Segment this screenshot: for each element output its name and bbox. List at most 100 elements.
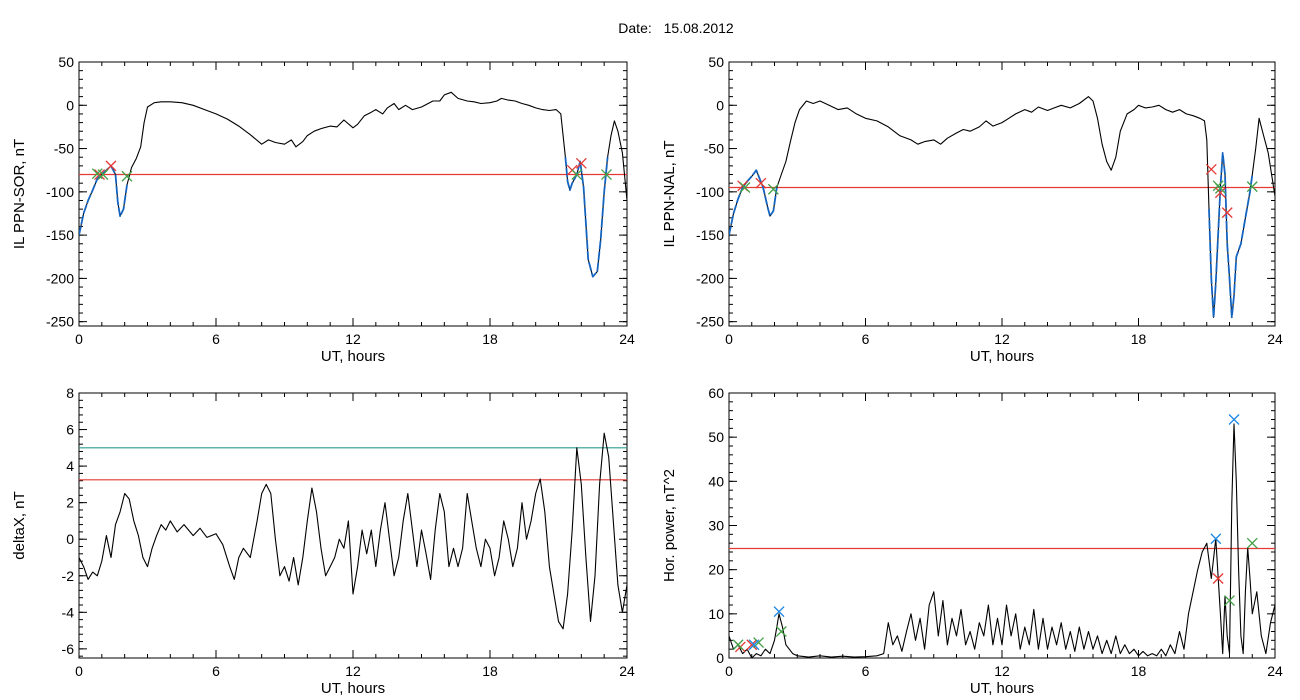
panel-il-ppn-nal: 0 6 12 18 24 50 0 -50 -100 -150 -200 -250 UT, hours I…	[661, 54, 1283, 365]
x-tick-label: 18	[1131, 331, 1147, 347]
x-marker	[121, 170, 133, 182]
y-tick-label: 50	[708, 429, 724, 445]
y-tick-label: 30	[708, 518, 724, 534]
x-marker	[1246, 181, 1258, 193]
plot-frame	[728, 392, 1276, 659]
y-tick-label: -200	[696, 270, 724, 286]
y-tick-label: -100	[696, 184, 724, 200]
y-axis-title: IL PPN-NAL, nT	[661, 141, 678, 248]
x-marker	[571, 169, 583, 180]
x-tick-label: 0	[75, 331, 83, 347]
x-marker	[1214, 182, 1226, 194]
plot-area	[729, 96, 1275, 319]
x-marker	[739, 182, 751, 193]
panel-deltax: 0 6 12 18 24 8 6 4 2 0 -2 -4 -6 UT, hours deltaX, nT	[11, 385, 635, 697]
x-tick-label: 0	[75, 663, 83, 679]
x-tick-label: 18	[482, 663, 498, 679]
y-tick-label: -250	[46, 314, 74, 330]
x-tick-label: 18	[482, 331, 498, 347]
x-tick-label: 24	[619, 663, 635, 679]
x-marker	[1212, 573, 1224, 584]
x-marker	[600, 169, 612, 180]
x-tick-label: 18	[1131, 663, 1147, 679]
x-tick-label: 12	[994, 331, 1010, 347]
panel-hor-power: 0 6 12 18 24 60 50 40 30 20 10 0 UT, hours Hor. power…	[661, 385, 1283, 697]
x-marker	[1246, 537, 1258, 549]
x-tick-label: 0	[725, 331, 733, 347]
x-tick-label: 12	[345, 663, 361, 679]
x-tick-label: 6	[862, 331, 870, 347]
figure-title-date: 15.08.2012	[664, 20, 734, 36]
x-tick-label: 6	[212, 331, 220, 347]
y-axis-title: Hor. power, nT^2	[661, 469, 678, 582]
x-marker	[746, 639, 758, 651]
y-tick-label: 0	[66, 531, 74, 547]
series-line	[79, 91, 627, 278]
x-marker	[97, 169, 109, 180]
storm-interval-segment	[729, 169, 778, 236]
x-tick-label: 0	[725, 663, 733, 679]
x-marker	[1214, 187, 1226, 199]
y-tick-label: -4	[62, 604, 75, 620]
panel-il-ppn-sor: 0 6 12 18 24 50 0 -50 -100 -150 -200 -250 UT, hours I…	[11, 54, 635, 365]
x-marker	[748, 639, 760, 651]
y-tick-label: 60	[708, 385, 724, 401]
y-tick-label: -50	[704, 141, 724, 157]
x-tick-label: 6	[212, 663, 220, 679]
y-tick-label: 50	[58, 54, 74, 70]
figure-title: Date: 15.08.2012	[618, 20, 734, 36]
x-marker	[755, 177, 767, 189]
x-marker	[94, 169, 106, 180]
y-tick-label: 8	[66, 385, 74, 401]
y-tick-label: -2	[62, 568, 75, 584]
x-marker	[1221, 207, 1233, 219]
x-axis-title: UT, hours	[970, 680, 1034, 697]
y-tick-label: 40	[708, 473, 724, 489]
y-tick-label: 10	[708, 606, 724, 622]
y-tick-label: 4	[66, 458, 74, 474]
y-tick-label: 6	[66, 422, 74, 438]
figure-title-label: Date:	[618, 20, 651, 36]
x-marker	[1228, 414, 1240, 425]
y-tick-label: -100	[46, 184, 74, 200]
y-tick-label: 20	[708, 562, 724, 578]
plot-area	[79, 91, 627, 278]
y-tick-label: 50	[708, 54, 724, 70]
x-axis-title: UT, hours	[970, 348, 1034, 365]
plot-frame	[728, 61, 1276, 327]
y-axis-title: deltaX, nT	[11, 491, 28, 559]
x-tick-label: 24	[1267, 663, 1283, 679]
x-axis-title: UT, hours	[321, 680, 385, 697]
x-marker	[773, 606, 785, 618]
y-tick-label: 2	[66, 495, 74, 511]
y-tick-label: -150	[696, 227, 724, 243]
storm-interval-segment	[1208, 151, 1254, 319]
x-tick-label: 6	[862, 663, 870, 679]
x-marker	[1205, 163, 1217, 175]
x-marker	[775, 626, 787, 637]
y-tick-label: 0	[716, 97, 724, 113]
series-line	[79, 432, 627, 630]
x-marker	[575, 157, 587, 169]
y-tick-label: 0	[716, 650, 724, 666]
y-tick-label: -50	[54, 141, 74, 157]
x-marker	[732, 639, 744, 651]
storm-interval-segment	[79, 164, 128, 236]
x-marker	[767, 183, 779, 195]
x-marker	[1210, 533, 1222, 545]
y-axis-title: IL PPN-SOR, nT	[11, 139, 28, 249]
x-tick-label: 24	[619, 331, 635, 347]
y-tick-label: -150	[46, 227, 74, 243]
x-tick-label: 12	[994, 663, 1010, 679]
x-marker	[1224, 595, 1235, 607]
y-tick-label: -6	[62, 641, 75, 657]
y-tick-label: -200	[46, 270, 74, 286]
series-line	[729, 96, 1275, 318]
x-tick-label: 24	[1267, 331, 1283, 347]
plot-area	[79, 432, 627, 630]
y-tick-label: -250	[696, 314, 724, 330]
storm-interval-segment	[564, 157, 609, 278]
x-axis-title: UT, hours	[321, 348, 385, 365]
plot-area	[729, 423, 1275, 658]
